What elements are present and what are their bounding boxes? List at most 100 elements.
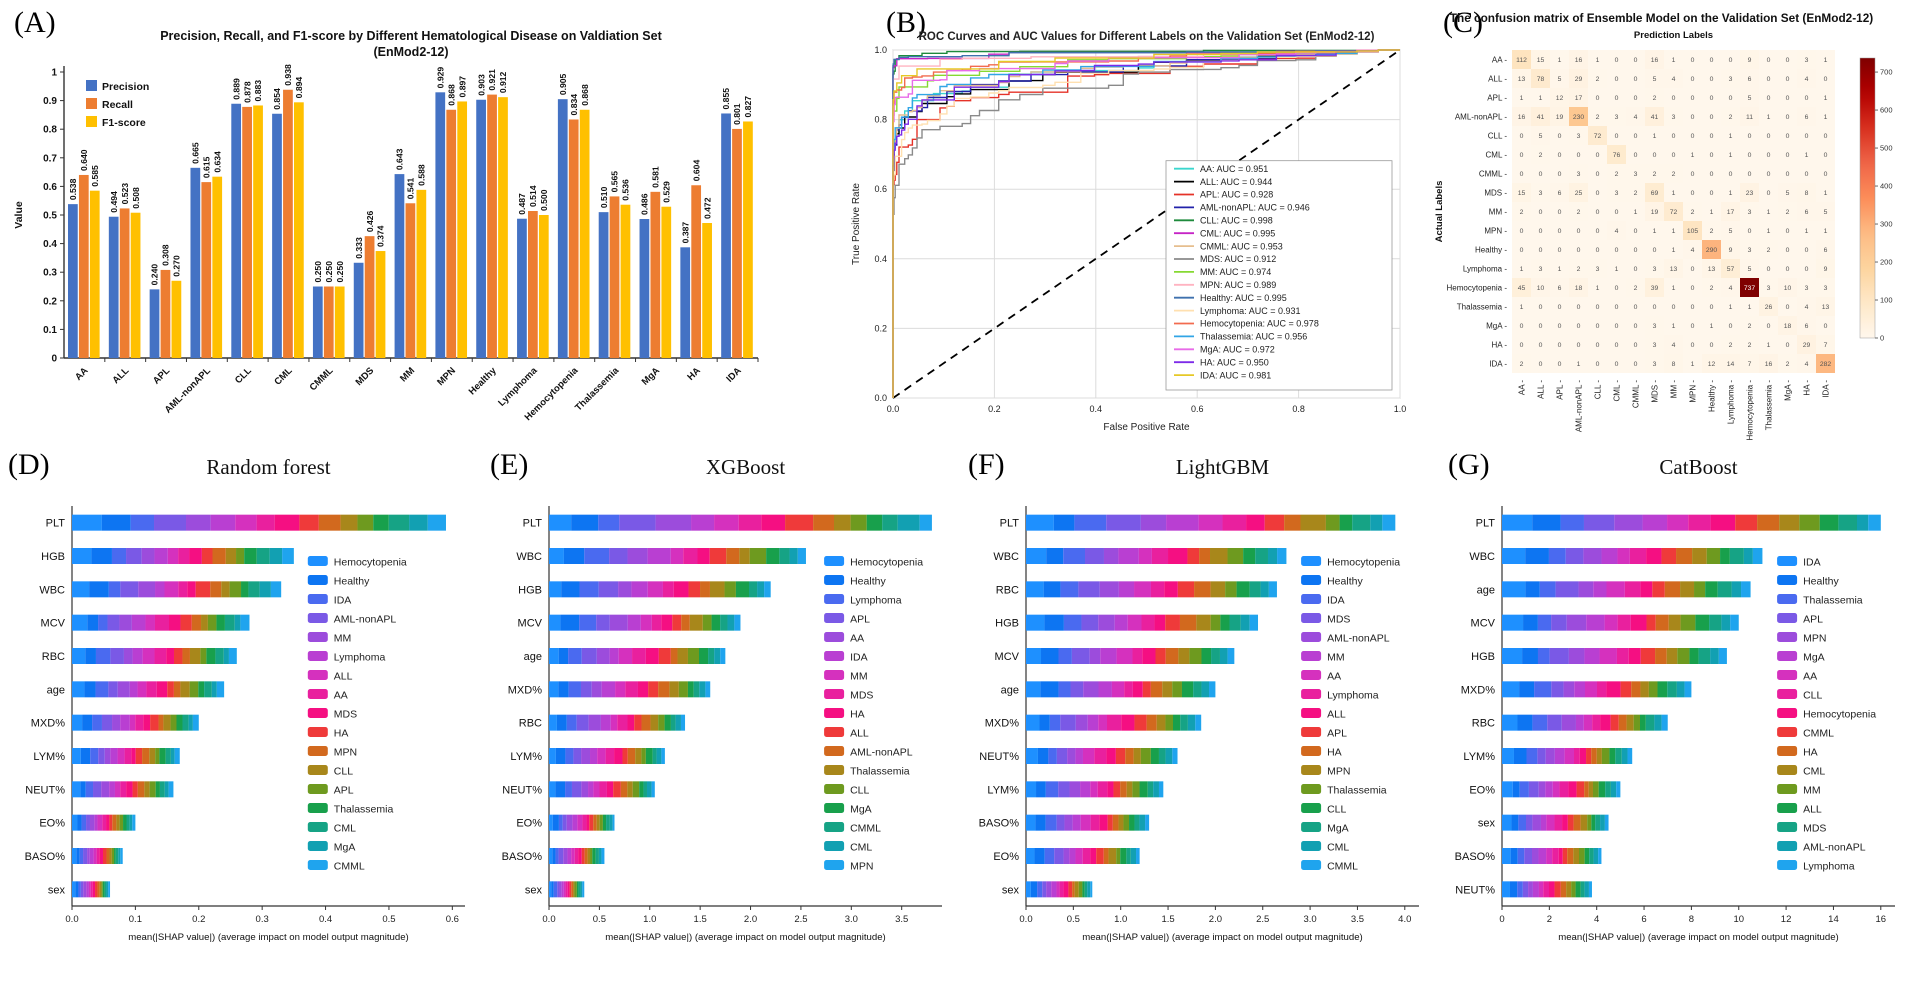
bar-f1-score [89, 190, 100, 358]
shap-bar-segment [619, 514, 656, 531]
shap-bar-segment [79, 848, 84, 864]
shap-bar-segment [1517, 848, 1525, 864]
matrix-cell [1588, 354, 1607, 373]
feature-label: LYM% [510, 751, 542, 763]
matrix-cell-value: 2 [1767, 247, 1771, 254]
shap-bar-segment [1072, 814, 1081, 831]
matrix-cell [1645, 335, 1664, 354]
feature-label: LYM% [33, 751, 65, 763]
shap-legend-label: Thalassemia [850, 766, 910, 778]
matrix-cell-value: 5 [1653, 76, 1657, 83]
shap-bar-segment [1075, 848, 1083, 864]
matrix-cell [1797, 221, 1816, 240]
matrix-cell [1759, 107, 1778, 126]
matrix-cell-value: 57 [1727, 266, 1735, 273]
matrix-cell [1683, 88, 1702, 107]
shap-bar-segment [72, 614, 88, 631]
shap-bar-segment [98, 748, 105, 764]
shap-bar-segment [137, 781, 145, 798]
shap-bar-segment [1058, 781, 1070, 798]
shap-bar-segment [1132, 781, 1140, 798]
roc-curve-HA [892, 49, 1400, 398]
shap-bar-segment [1189, 648, 1202, 664]
matrix-cell-value: 0 [1767, 190, 1771, 197]
feature-label: HGB [995, 618, 1019, 630]
shap-bar-segment [124, 748, 132, 764]
matrix-cell-value: 0 [1767, 57, 1771, 64]
shap-bar-segment [154, 514, 187, 531]
label: 3.5 [1351, 914, 1364, 925]
shap-bar-segment [108, 681, 118, 698]
shap-bar-segment [1502, 714, 1518, 731]
shap-bar-segment [779, 548, 790, 564]
matrix-cell [1512, 107, 1531, 126]
matrix-cell [1721, 183, 1740, 202]
matrix-cell-value: 1 [1596, 57, 1600, 64]
shap-bar-segment [1717, 581, 1732, 598]
matrix-cell [1645, 107, 1664, 126]
shap-legend-label: CLL [1327, 804, 1346, 816]
matrix-cell [1626, 297, 1645, 316]
matrix-cell-value: 0 [1824, 171, 1828, 178]
shap-bar-segment [1616, 781, 1621, 798]
shap-bar-segment [191, 614, 202, 631]
shap-bar-segment [1606, 581, 1625, 598]
matrix-cell-value: 1 [1672, 323, 1676, 330]
shap-legend-swatch [1301, 575, 1322, 585]
shap-bar-segment [1554, 881, 1561, 898]
label: 0.6 [43, 182, 57, 193]
label: 3.5 [895, 914, 908, 925]
shap-legend-swatch [307, 670, 328, 680]
matrix-row-label: MgA - [1486, 322, 1507, 331]
shap-bar-segment [579, 614, 597, 631]
shap-bar-segment [596, 814, 600, 831]
shap-bar-segment [112, 814, 117, 831]
shap-bar-segment [126, 548, 142, 564]
feature-label: sex [48, 884, 66, 896]
shap-bar-segment [1586, 748, 1592, 764]
shap-bar-segment [1035, 814, 1046, 831]
matrix-cell [1531, 126, 1550, 145]
shap-bar-segment [1249, 614, 1259, 631]
matrix-cell-value: 0 [1710, 133, 1714, 140]
shap-legend-swatch [1301, 727, 1322, 737]
shap-legend-swatch [824, 746, 845, 756]
shap-bar-segment [1046, 548, 1064, 564]
bar-value-label: 0.487 [517, 193, 527, 215]
matrix-cell-value: 2 [1577, 266, 1581, 273]
shap-bar-segment [1026, 814, 1036, 831]
matrix-cell [1702, 240, 1721, 259]
matrix-cell-value: 0 [1767, 76, 1771, 83]
shap-bar-segment [1502, 748, 1514, 764]
matrix-cell-value: 5 [1748, 266, 1752, 273]
label: 1.0 [1394, 404, 1407, 414]
matrix-cell [1664, 316, 1683, 335]
matrix-cell-value: 13 [1822, 304, 1830, 311]
shap-bar-segment [108, 881, 111, 898]
shap-bar-segment [72, 714, 83, 731]
shap-legend-label: CMML [334, 861, 365, 873]
shap-bar-segment [1741, 581, 1751, 598]
bar-value-label: 0.938 [283, 64, 293, 86]
shap-bar-segment [1630, 614, 1647, 631]
matrix-cell-value: 0 [1634, 152, 1638, 159]
matrix-cell [1759, 183, 1778, 202]
shap-bar-segment [170, 748, 175, 764]
label: 0.8 [43, 125, 57, 136]
shap-bar-segment [609, 648, 619, 664]
bar-value-label: 0.894 [294, 77, 304, 99]
shap-bar-segment [1260, 581, 1269, 598]
label: 0.4 [874, 254, 887, 264]
matrix-cell [1607, 202, 1626, 221]
matrix-cell-value: 0 [1729, 95, 1733, 102]
matrix-cell-value: 3 [1615, 114, 1619, 121]
matrix-cell-value: 2 [1748, 342, 1752, 349]
matrix-cell-value: 1 [1596, 285, 1600, 292]
roc-legend-label: MgA: AUC = 0.972 [1200, 345, 1275, 355]
shap-bar-segment [167, 681, 174, 698]
matrix-cell [1721, 126, 1740, 145]
matrix-cell-value: 0 [1634, 266, 1638, 273]
matrix-cell-value: 2 [1596, 76, 1600, 83]
matrix-cell [1759, 164, 1778, 183]
